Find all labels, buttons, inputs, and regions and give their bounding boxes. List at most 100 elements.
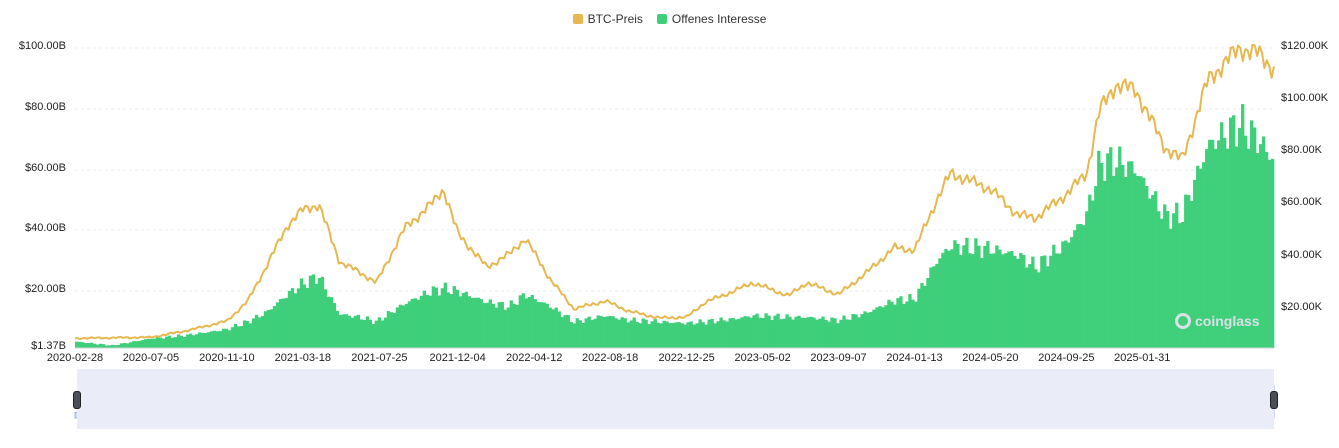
open-interest-bar	[1247, 148, 1251, 348]
open-interest-bar	[395, 307, 400, 348]
x-axis-tick: 2025-01-31	[1114, 352, 1171, 364]
navigator-right-handle[interactable]	[1270, 391, 1278, 409]
open-interest-bar	[446, 292, 450, 348]
open-interest-bar	[1208, 139, 1212, 348]
open-interest-bar	[1151, 194, 1155, 348]
open-interest-bar	[653, 319, 657, 348]
open-interest-bar	[1067, 242, 1071, 348]
open-interest-bar	[1184, 194, 1188, 348]
legend: BTC-Preis Offenes Interesse	[0, 12, 1339, 26]
open-interest-bar	[590, 320, 594, 348]
left-axis-tick: $40.00B	[25, 222, 66, 234]
open-interest-bar	[827, 321, 831, 348]
open-interest-bar	[1238, 127, 1242, 348]
legend-item-open-interest[interactable]: Offenes Interesse	[656, 12, 766, 26]
navigator-left-handle[interactable]	[73, 391, 81, 409]
open-interest-bar	[1244, 135, 1248, 348]
open-interest-bar	[401, 305, 406, 348]
open-interest-bar	[593, 318, 597, 348]
open-interest-bar	[668, 323, 672, 348]
open-interest-bar	[470, 297, 474, 348]
open-interest-bar	[962, 245, 966, 348]
open-interest-bar	[1262, 136, 1266, 348]
open-interest-bar	[617, 319, 621, 348]
open-interest-bar	[734, 319, 738, 348]
open-interest-bar	[143, 339, 148, 348]
open-interest-bar	[386, 311, 391, 348]
open-interest-bar	[314, 283, 319, 348]
open-interest-bar	[194, 334, 199, 348]
open-interest-bar	[761, 318, 765, 348]
open-interest-bar	[75, 341, 79, 348]
open-interest-bar	[890, 301, 894, 348]
open-interest-bar	[803, 317, 807, 348]
open-interest-bar	[791, 319, 795, 348]
open-interest-bar	[191, 335, 196, 348]
range-navigator[interactable]	[77, 369, 1274, 429]
open-interest-bar	[515, 304, 519, 348]
open-interest-bar	[1268, 159, 1272, 348]
open-interest-bar	[548, 307, 552, 348]
open-interest-bar	[1127, 161, 1131, 348]
open-interest-bar	[647, 324, 651, 348]
open-interest-bar	[428, 295, 432, 348]
open-interest-bar	[968, 253, 972, 348]
open-interest-bar	[1220, 122, 1224, 348]
open-interest-bar	[260, 316, 265, 348]
open-interest-bar	[1241, 104, 1245, 348]
open-interest-bar	[551, 309, 555, 348]
left-axis-tick: $100.00B	[18, 40, 66, 52]
open-interest-bar	[278, 299, 283, 348]
open-interest-bar	[284, 297, 289, 348]
open-interest-bar	[677, 322, 681, 348]
open-interest-bar	[629, 320, 633, 348]
open-interest-bar	[1019, 252, 1023, 348]
x-axis-tick: 2021-07-25	[351, 352, 408, 364]
open-interest-bar	[665, 321, 669, 348]
open-interest-bar	[521, 293, 525, 348]
open-interest-bar	[872, 309, 876, 348]
open-interest-bar	[392, 313, 397, 348]
open-interest-bar	[437, 295, 441, 348]
open-interest-bar	[1199, 168, 1203, 348]
open-interest-bar	[275, 302, 280, 348]
open-interest-bar	[353, 315, 358, 348]
open-interest-bar	[113, 345, 118, 348]
open-interest-bar	[818, 318, 822, 348]
open-interest-bar	[977, 245, 981, 348]
open-interest-bar	[620, 317, 624, 348]
open-interest-bar	[572, 323, 576, 348]
right-axis-tick: $60.00K	[1281, 196, 1322, 208]
open-interest-bar	[296, 288, 301, 348]
open-interest-bar	[440, 288, 444, 348]
open-interest-bar	[332, 303, 337, 348]
x-axis-tick: 2024-05-20	[962, 352, 1019, 364]
open-interest-bar	[995, 245, 999, 348]
open-interest-bar	[953, 240, 957, 348]
open-interest-bar	[1163, 204, 1167, 348]
open-interest-bar	[1100, 163, 1104, 348]
open-interest-bar	[875, 307, 879, 348]
x-axis-tick: 2024-09-25	[1038, 352, 1095, 364]
x-axis-tick: 2021-03-18	[274, 352, 331, 364]
left-axis-tick: $60.00B	[25, 162, 66, 174]
open-interest-bar	[95, 344, 100, 348]
btc-price-line	[74, 43, 1275, 341]
open-interest-bar	[344, 314, 349, 348]
right-axis-tick: $20.00K	[1281, 301, 1322, 313]
right-axis-tick: $80.00K	[1281, 144, 1322, 156]
open-interest-bar	[212, 330, 217, 348]
open-interest-bar	[359, 319, 364, 348]
open-interest-bar	[1139, 176, 1143, 348]
open-interest-bar	[752, 315, 756, 348]
open-interest-bar	[329, 297, 334, 348]
legend-item-btc-price[interactable]: BTC-Preis	[572, 12, 643, 26]
open-interest-bar	[536, 301, 540, 348]
open-interest-bar	[671, 322, 675, 348]
open-interest-bar	[560, 317, 564, 348]
open-interest-bar	[686, 322, 690, 348]
open-interest-bar	[479, 299, 483, 348]
open-interest-bar	[851, 313, 855, 348]
open-interest-bar	[869, 311, 873, 348]
open-interest-bar	[788, 316, 792, 348]
